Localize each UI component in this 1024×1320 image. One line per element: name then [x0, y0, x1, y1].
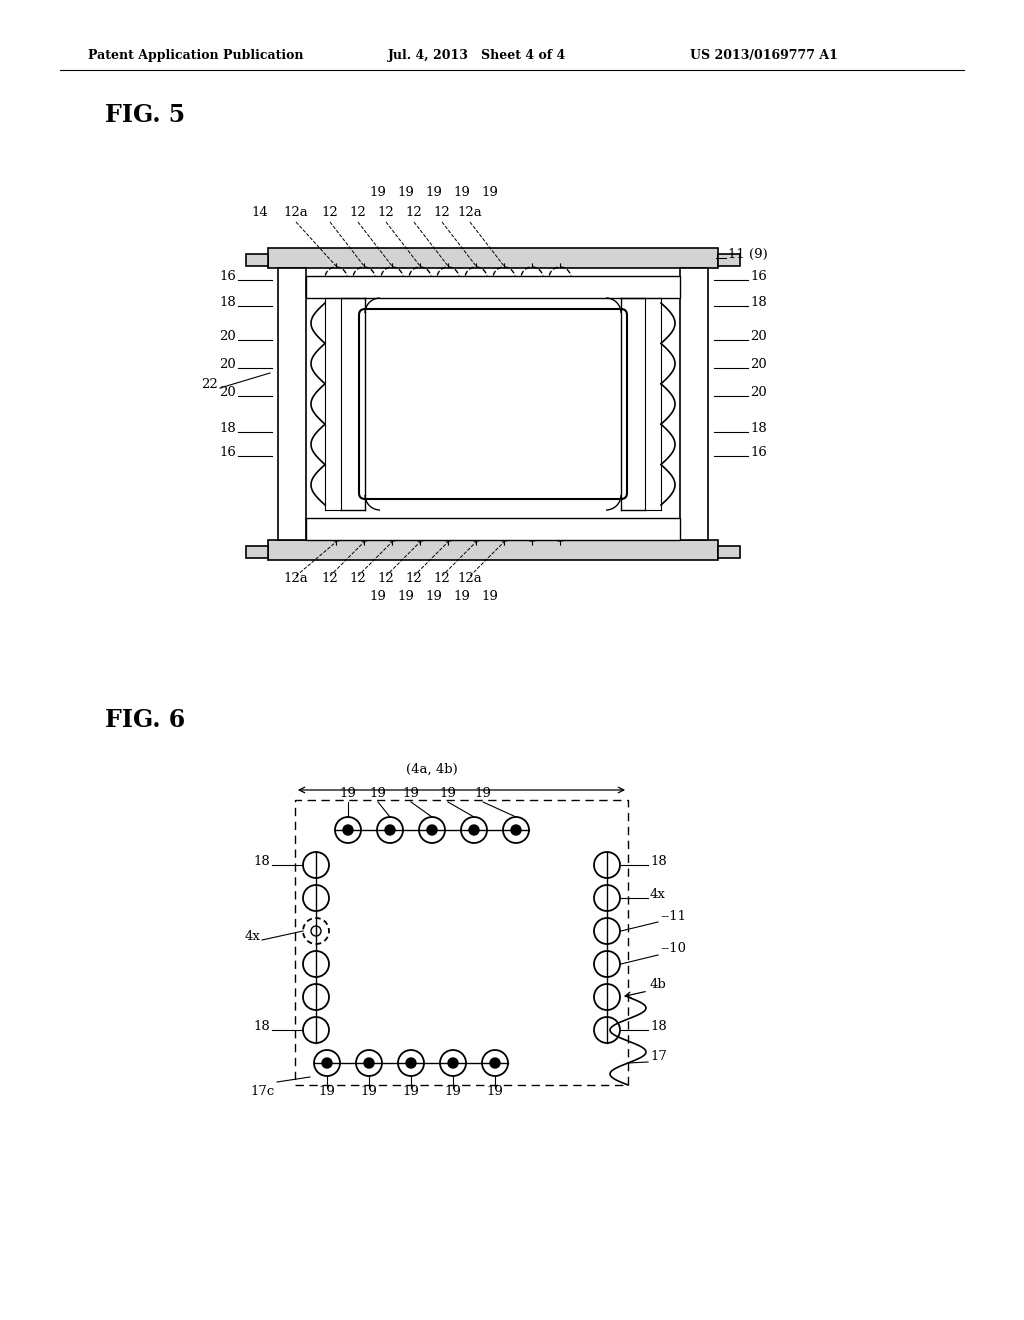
- Bar: [246, 253, 268, 267]
- Bar: [718, 253, 740, 267]
- Text: 18: 18: [750, 296, 767, 309]
- Bar: [680, 268, 708, 540]
- Text: 12: 12: [406, 572, 422, 585]
- Text: 19: 19: [454, 186, 470, 199]
- Text: 19: 19: [340, 787, 356, 800]
- Text: 12: 12: [349, 206, 367, 219]
- Text: 20: 20: [219, 385, 236, 399]
- Bar: [268, 248, 718, 268]
- Text: 12a: 12a: [284, 206, 308, 219]
- Text: 19: 19: [397, 590, 415, 603]
- Text: --10: --10: [660, 942, 686, 954]
- Text: 12a: 12a: [284, 572, 308, 585]
- Text: 20: 20: [219, 358, 236, 371]
- Text: 20: 20: [219, 330, 236, 343]
- Text: 19: 19: [370, 787, 386, 800]
- Text: 19: 19: [474, 787, 492, 800]
- Text: 12: 12: [378, 206, 394, 219]
- FancyBboxPatch shape: [359, 309, 627, 499]
- Text: 16: 16: [219, 446, 236, 459]
- Bar: [295, 800, 628, 1085]
- Text: 19: 19: [439, 787, 457, 800]
- Circle shape: [343, 825, 353, 836]
- Text: 19: 19: [370, 590, 386, 603]
- Text: 16: 16: [750, 446, 767, 459]
- Text: 20: 20: [750, 330, 767, 343]
- Text: 19: 19: [370, 186, 386, 199]
- Text: 12a: 12a: [458, 206, 482, 219]
- Circle shape: [385, 825, 395, 836]
- Text: FIG. 6: FIG. 6: [105, 708, 185, 733]
- Text: 19: 19: [426, 186, 442, 199]
- Circle shape: [490, 1059, 500, 1068]
- Text: 19: 19: [444, 1085, 462, 1098]
- Text: 12: 12: [433, 206, 451, 219]
- Text: 4x: 4x: [244, 931, 260, 942]
- Circle shape: [449, 1059, 458, 1068]
- Circle shape: [406, 1059, 416, 1068]
- Text: 4x: 4x: [650, 888, 666, 902]
- Text: Jul. 4, 2013   Sheet 4 of 4: Jul. 4, 2013 Sheet 4 of 4: [388, 49, 566, 62]
- Text: 12: 12: [322, 572, 338, 585]
- Text: 14: 14: [251, 206, 268, 219]
- Bar: [306, 276, 680, 298]
- Circle shape: [469, 825, 479, 836]
- Text: 19: 19: [481, 590, 499, 603]
- Text: 12: 12: [406, 206, 422, 219]
- Bar: [246, 546, 268, 558]
- Text: 12: 12: [433, 572, 451, 585]
- Circle shape: [511, 825, 521, 836]
- Text: 19: 19: [318, 1085, 336, 1098]
- Text: 19: 19: [402, 787, 420, 800]
- Text: 11 (9): 11 (9): [728, 248, 768, 261]
- Text: US 2013/0169777 A1: US 2013/0169777 A1: [690, 49, 838, 62]
- Text: 18: 18: [750, 422, 767, 436]
- Text: 18: 18: [219, 296, 236, 309]
- Circle shape: [427, 825, 437, 836]
- Text: (4a, 4b): (4a, 4b): [407, 763, 458, 776]
- Text: 16: 16: [219, 271, 236, 282]
- Text: 16: 16: [750, 271, 767, 282]
- Text: 19: 19: [486, 1085, 504, 1098]
- Text: 12a: 12a: [458, 572, 482, 585]
- Text: 4b: 4b: [650, 978, 667, 991]
- Text: 19: 19: [454, 590, 470, 603]
- Text: FIG. 5: FIG. 5: [105, 103, 185, 127]
- Text: 17c: 17c: [251, 1085, 275, 1098]
- Text: 20: 20: [750, 358, 767, 371]
- Circle shape: [364, 1059, 374, 1068]
- Text: 12: 12: [378, 572, 394, 585]
- Text: 19: 19: [360, 1085, 378, 1098]
- Text: 18: 18: [219, 422, 236, 436]
- Text: 12: 12: [349, 572, 367, 585]
- Text: 17: 17: [650, 1049, 667, 1063]
- Text: Patent Application Publication: Patent Application Publication: [88, 49, 303, 62]
- Bar: [278, 268, 306, 540]
- Bar: [718, 546, 740, 558]
- Text: 12: 12: [322, 206, 338, 219]
- Bar: [268, 540, 718, 560]
- Text: 18: 18: [253, 1020, 270, 1034]
- Text: 18: 18: [650, 1020, 667, 1034]
- Text: 18: 18: [650, 855, 667, 869]
- Text: 19: 19: [397, 186, 415, 199]
- Text: --11: --11: [660, 909, 686, 923]
- Text: 19: 19: [481, 186, 499, 199]
- Circle shape: [322, 1059, 332, 1068]
- Text: 19: 19: [426, 590, 442, 603]
- Text: 22: 22: [202, 378, 218, 391]
- Text: 19: 19: [402, 1085, 420, 1098]
- Bar: [306, 517, 680, 540]
- Text: 18: 18: [253, 855, 270, 869]
- Text: 20: 20: [750, 385, 767, 399]
